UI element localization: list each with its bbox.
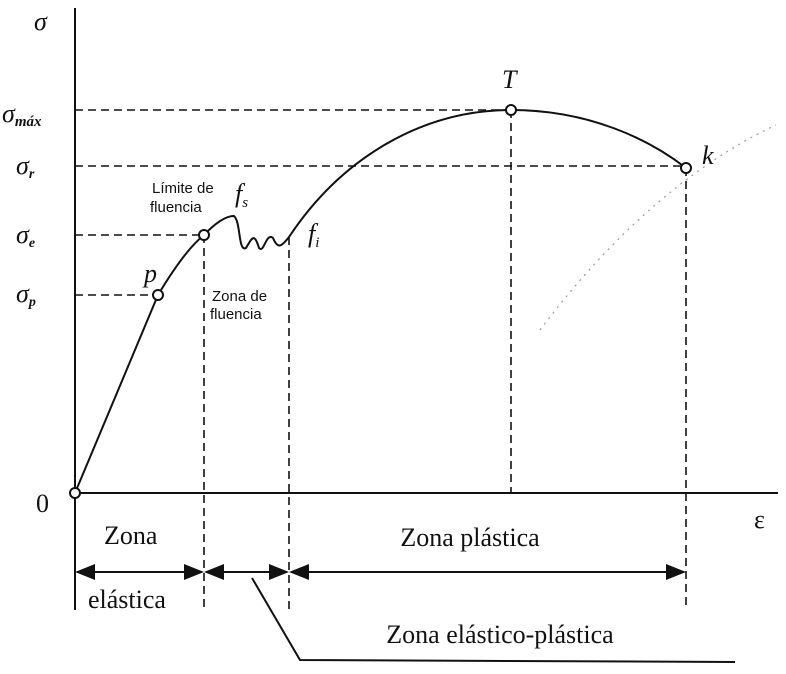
level-label: σe (16, 220, 35, 251)
zone-label: elástica (88, 585, 166, 614)
subscript: p (28, 295, 36, 310)
point (69, 487, 81, 499)
symbol: σ (2, 99, 16, 128)
point-label: T (502, 65, 518, 94)
point-label: fs (235, 179, 248, 211)
zone-label: Zona elástico-plástica (386, 620, 614, 649)
point (198, 229, 210, 241)
zone-label: Zona plástica (400, 523, 540, 552)
symbol: σ (16, 151, 30, 180)
subscript: máx (15, 114, 42, 130)
zone-label: Zona (104, 521, 158, 550)
stress-strain-curve (74, 108, 687, 494)
point (680, 162, 692, 174)
symbol: f (308, 219, 319, 248)
subscript: s (242, 195, 248, 211)
symbol: f (235, 179, 246, 208)
x-axis-label: ε (754, 505, 765, 534)
point (152, 289, 164, 301)
note: fluencia (150, 199, 202, 216)
level-label: σr (16, 151, 35, 182)
level-label: σp (16, 279, 36, 310)
level-label: σmáx (2, 99, 42, 130)
origin-label: 0 (36, 489, 49, 518)
note: fluencia (210, 306, 262, 323)
point (505, 104, 517, 116)
y-axis-label: σ (34, 7, 48, 36)
point-label: k (702, 141, 714, 170)
point-label: p (142, 259, 157, 288)
point-label: fi (308, 219, 319, 251)
subscript: r (29, 167, 35, 182)
faint-curve (539, 124, 777, 331)
symbol: σ (16, 279, 30, 308)
subscript: i (315, 235, 319, 251)
subscript: e (29, 236, 35, 251)
symbol: σ (16, 220, 30, 249)
points (69, 104, 692, 499)
leader-line (251, 577, 736, 663)
note: Límite de (152, 180, 214, 197)
note: Zona de (212, 288, 267, 305)
